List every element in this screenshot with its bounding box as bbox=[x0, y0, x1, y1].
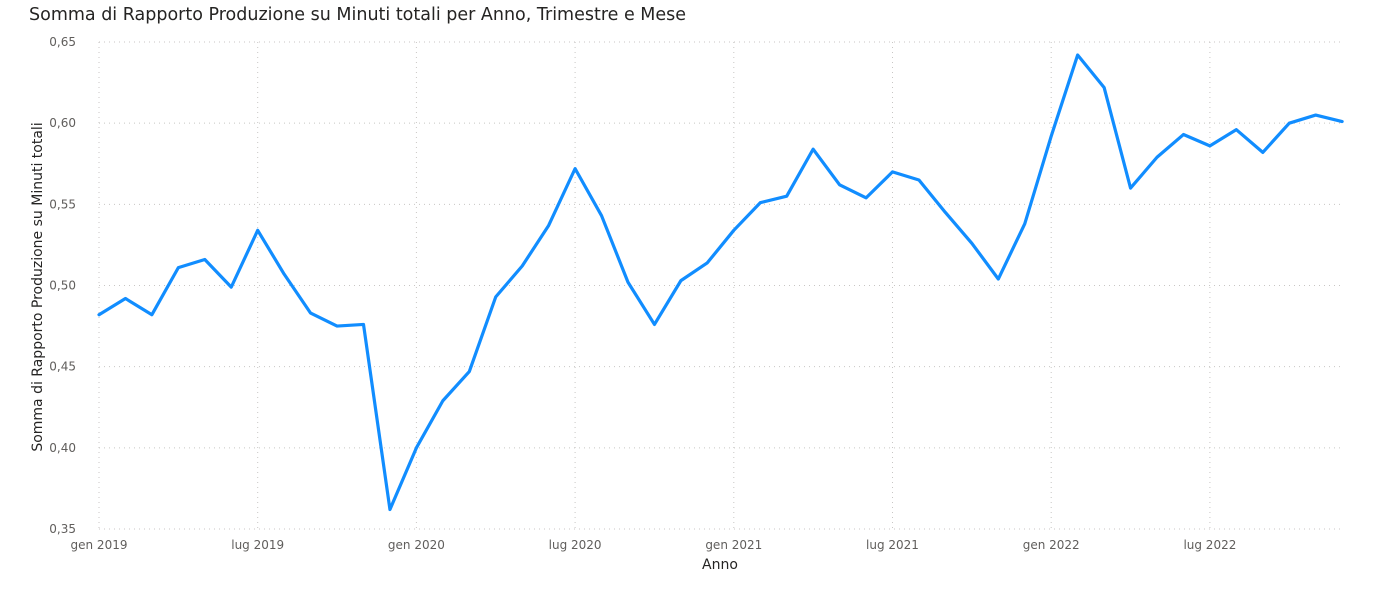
y-tick-label: 0,50 bbox=[49, 279, 76, 293]
series-line bbox=[97, 53, 1344, 512]
data-point[interactable] bbox=[729, 225, 739, 235]
data-point[interactable] bbox=[993, 274, 1003, 284]
x-tick-label: gen 2020 bbox=[388, 538, 445, 552]
y-tick-label: 0,45 bbox=[49, 360, 76, 374]
data-point[interactable] bbox=[1205, 141, 1215, 151]
data-point[interactable] bbox=[649, 319, 659, 329]
data-point[interactable] bbox=[702, 258, 712, 268]
data-point[interactable] bbox=[332, 321, 342, 331]
data-point[interactable] bbox=[676, 276, 686, 286]
x-axis-tick-labels: gen 2019 lug 2019 gen 2020 lug 2020 gen 2021… bbox=[71, 538, 1237, 552]
data-point[interactable] bbox=[861, 193, 871, 203]
data-point[interactable] bbox=[491, 292, 501, 302]
x-tick-label: lug 2022 bbox=[1183, 538, 1236, 552]
x-tick-label: lug 2020 bbox=[549, 538, 602, 552]
data-point[interactable] bbox=[517, 261, 527, 271]
data-point[interactable] bbox=[1020, 219, 1030, 229]
data-point[interactable] bbox=[782, 191, 792, 201]
data-point[interactable] bbox=[279, 269, 289, 279]
series-layer bbox=[94, 50, 1347, 515]
chart-title: Somma di Rapporto Produzione su Minuti t… bbox=[29, 5, 687, 25]
data-point[interactable] bbox=[200, 255, 210, 265]
data-point[interactable] bbox=[1178, 130, 1188, 140]
x-tick-label: gen 2022 bbox=[1023, 538, 1080, 552]
data-point[interactable] bbox=[755, 198, 765, 208]
data-point[interactable] bbox=[1231, 125, 1241, 135]
data-point[interactable] bbox=[173, 263, 183, 273]
x-axis-title: Anno bbox=[702, 557, 738, 573]
data-point[interactable] bbox=[411, 443, 421, 453]
data-point[interactable] bbox=[1073, 50, 1083, 60]
data-point[interactable] bbox=[1046, 131, 1056, 141]
data-point[interactable] bbox=[1258, 147, 1268, 157]
x-tick-label: gen 2019 bbox=[71, 538, 128, 552]
y-gridlines bbox=[99, 41, 1343, 530]
x-tick-label: lug 2019 bbox=[231, 538, 284, 552]
data-point[interactable] bbox=[544, 220, 554, 230]
y-tick-label: 0,65 bbox=[49, 35, 76, 49]
y-tick-label: 0,40 bbox=[49, 441, 76, 455]
data-point[interactable] bbox=[226, 282, 236, 292]
y-tick-label: 0,55 bbox=[49, 197, 76, 211]
data-point[interactable] bbox=[385, 505, 395, 515]
data-point[interactable] bbox=[1284, 118, 1294, 128]
data-point[interactable] bbox=[808, 144, 818, 154]
data-point[interactable] bbox=[438, 396, 448, 406]
data-point[interactable] bbox=[359, 319, 369, 329]
y-axis-tick-labels: 0,35 0,40 0,45 0,50 0,55 0,60 0,65 bbox=[49, 35, 76, 536]
data-point[interactable] bbox=[120, 293, 130, 303]
data-point[interactable] bbox=[94, 310, 104, 320]
data-point[interactable] bbox=[253, 225, 263, 235]
data-point[interactable] bbox=[306, 308, 316, 318]
x-tick-label: gen 2021 bbox=[705, 538, 762, 552]
data-point[interactable] bbox=[914, 175, 924, 185]
y-tick-label: 0,35 bbox=[49, 522, 76, 536]
data-point[interactable] bbox=[1099, 82, 1109, 92]
data-point[interactable] bbox=[623, 277, 633, 287]
y-axis-title: Somma di Rapporto Produzione su Minuti t… bbox=[30, 122, 46, 451]
x-tick-label: lug 2021 bbox=[866, 538, 919, 552]
data-point[interactable] bbox=[835, 180, 845, 190]
data-point[interactable] bbox=[1152, 152, 1162, 162]
y-tick-label: 0,60 bbox=[49, 116, 76, 130]
data-point[interactable] bbox=[888, 167, 898, 177]
data-point[interactable] bbox=[597, 211, 607, 221]
data-point[interactable] bbox=[1337, 117, 1347, 127]
data-point[interactable] bbox=[967, 238, 977, 248]
data-point[interactable] bbox=[464, 367, 474, 377]
data-point[interactable] bbox=[147, 310, 157, 320]
data-point[interactable] bbox=[1311, 110, 1321, 120]
data-point[interactable] bbox=[940, 207, 950, 217]
data-point[interactable] bbox=[1126, 183, 1136, 193]
data-point[interactable] bbox=[570, 164, 580, 174]
